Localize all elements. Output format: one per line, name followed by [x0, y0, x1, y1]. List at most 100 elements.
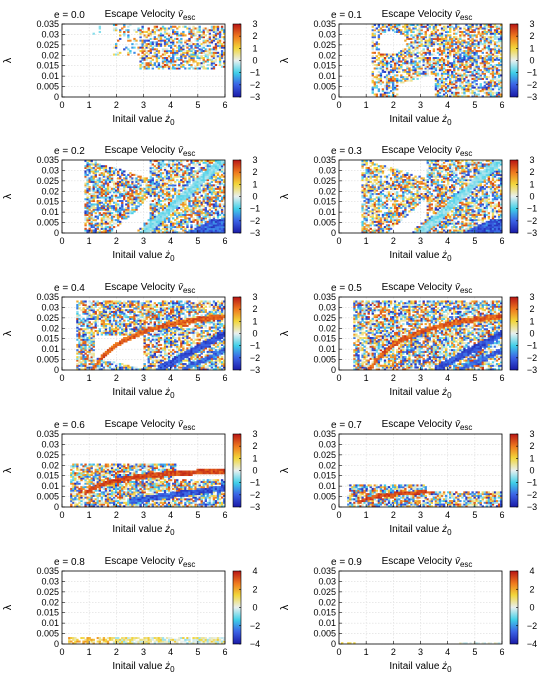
heatmap-cell: [471, 24, 474, 27]
x-axis-label: Initail value ż0: [389, 114, 452, 127]
heatmap-cell: [86, 220, 89, 223]
heatmap-cell: [204, 184, 207, 187]
heatmap-cell: [178, 212, 181, 215]
heatmap-cell: [153, 182, 157, 185]
heatmap-cell: [176, 166, 179, 169]
heatmap-cell: [125, 179, 128, 182]
heatmap-cell: [141, 229, 144, 232]
heatmap-cell: [141, 65, 144, 68]
heatmap-cell: [190, 187, 193, 190]
heatmap-cell: [373, 76, 376, 79]
heatmap-cell: [106, 182, 110, 185]
heatmap-cell: [172, 187, 175, 190]
heatmap-cell: [455, 91, 458, 94]
heatmap-cell: [396, 208, 399, 211]
heatmap-cell: [444, 46, 448, 49]
heatmap-cell: [161, 180, 165, 183]
heatmap-cell: [147, 27, 150, 30]
heatmap-cell: [428, 62, 431, 65]
heatmap-cell: [192, 194, 195, 197]
heatmap-cell: [88, 227, 91, 230]
heatmap-cell: [465, 50, 468, 53]
heatmap-cell: [188, 199, 191, 203]
heatmap-cell: [180, 219, 183, 222]
y-tick-label: 0: [54, 228, 59, 238]
heatmap-cell: [391, 203, 395, 206]
heatmap-cell: [153, 229, 157, 232]
heatmap-cell: [212, 168, 216, 171]
heatmap-cell: [157, 44, 161, 47]
heatmap-cell: [422, 62, 425, 65]
heatmap-cell: [159, 160, 163, 163]
heatmap-cell: [176, 193, 179, 196]
heatmap-cell: [153, 44, 157, 47]
heatmap-cell: [381, 187, 385, 190]
heatmap-cell: [117, 173, 120, 176]
heatmap-cell: [369, 191, 372, 194]
heatmap-cell: [408, 53, 411, 56]
heatmap-cell: [100, 196, 104, 199]
heatmap-cell: [455, 37, 458, 40]
heatmap-cell: [497, 79, 501, 82]
heatmap-cell: [204, 160, 207, 163]
heatmap-cell: [371, 168, 374, 171]
heatmap-cell: [451, 39, 454, 42]
heatmap-cell: [119, 193, 122, 196]
heatmap-cell: [442, 25, 446, 28]
heatmap-cell: [373, 229, 376, 232]
heatmap-cell: [137, 180, 140, 183]
heatmap-cell: [127, 180, 130, 183]
heatmap-cell: [180, 226, 183, 229]
heatmap-cell: [220, 57, 224, 60]
heatmap-cell: [387, 25, 391, 28]
heatmap-cell: [145, 46, 148, 49]
heatmap-cell: [174, 180, 177, 183]
heatmap-cell: [387, 84, 391, 87]
heatmap-cell: [214, 32, 218, 35]
heatmap-cell: [139, 50, 142, 53]
heatmap-cell: [430, 32, 434, 35]
heatmap-cell: [196, 46, 199, 49]
heatmap-cell: [373, 179, 376, 182]
heatmap-cell: [400, 170, 403, 173]
heatmap-cell: [172, 208, 175, 211]
heatmap-cell: [190, 231, 193, 234]
heatmap-cell: [430, 30, 434, 33]
heatmap-cell: [387, 57, 391, 60]
heatmap-cell: [182, 46, 185, 49]
heatmap-cell: [463, 65, 466, 68]
heatmap-cell: [377, 199, 381, 203]
heatmap-cell: [153, 226, 157, 229]
heatmap-cell: [123, 217, 126, 220]
heatmap-cell: [92, 224, 95, 227]
heatmap-cell: [220, 231, 224, 234]
heatmap-cell: [149, 32, 152, 35]
heatmap-cell: [396, 168, 399, 171]
heatmap-cell: [379, 191, 383, 194]
heatmap-cell: [394, 168, 397, 171]
heatmap-cell: [412, 199, 415, 203]
heatmap-cell: [96, 227, 99, 230]
heatmap-cell: [375, 187, 379, 190]
heatmap-cell: [457, 55, 460, 58]
heatmap-cell: [377, 226, 381, 229]
heatmap-cell: [457, 57, 460, 60]
heatmap-cell: [373, 212, 376, 215]
heatmap-cell: [414, 25, 417, 28]
heatmap-cell: [167, 67, 171, 70]
heatmap-cell: [190, 227, 193, 230]
heatmap-cell: [186, 163, 189, 166]
heatmap-cell: [149, 194, 152, 197]
heatmap-cell: [102, 213, 106, 216]
heatmap-cell: [469, 39, 472, 42]
heatmap-cell: [216, 41, 220, 44]
heatmap-cell: [389, 69, 393, 72]
heatmap-cell: [165, 215, 169, 218]
heatmap-cell: [145, 34, 148, 37]
heatmap-cell: [157, 217, 161, 220]
heatmap-cell: [108, 220, 112, 223]
heatmap-cell: [402, 57, 405, 60]
heatmap-cell: [172, 217, 175, 220]
heatmap-cell: [131, 43, 134, 46]
heatmap-cell: [174, 32, 177, 35]
